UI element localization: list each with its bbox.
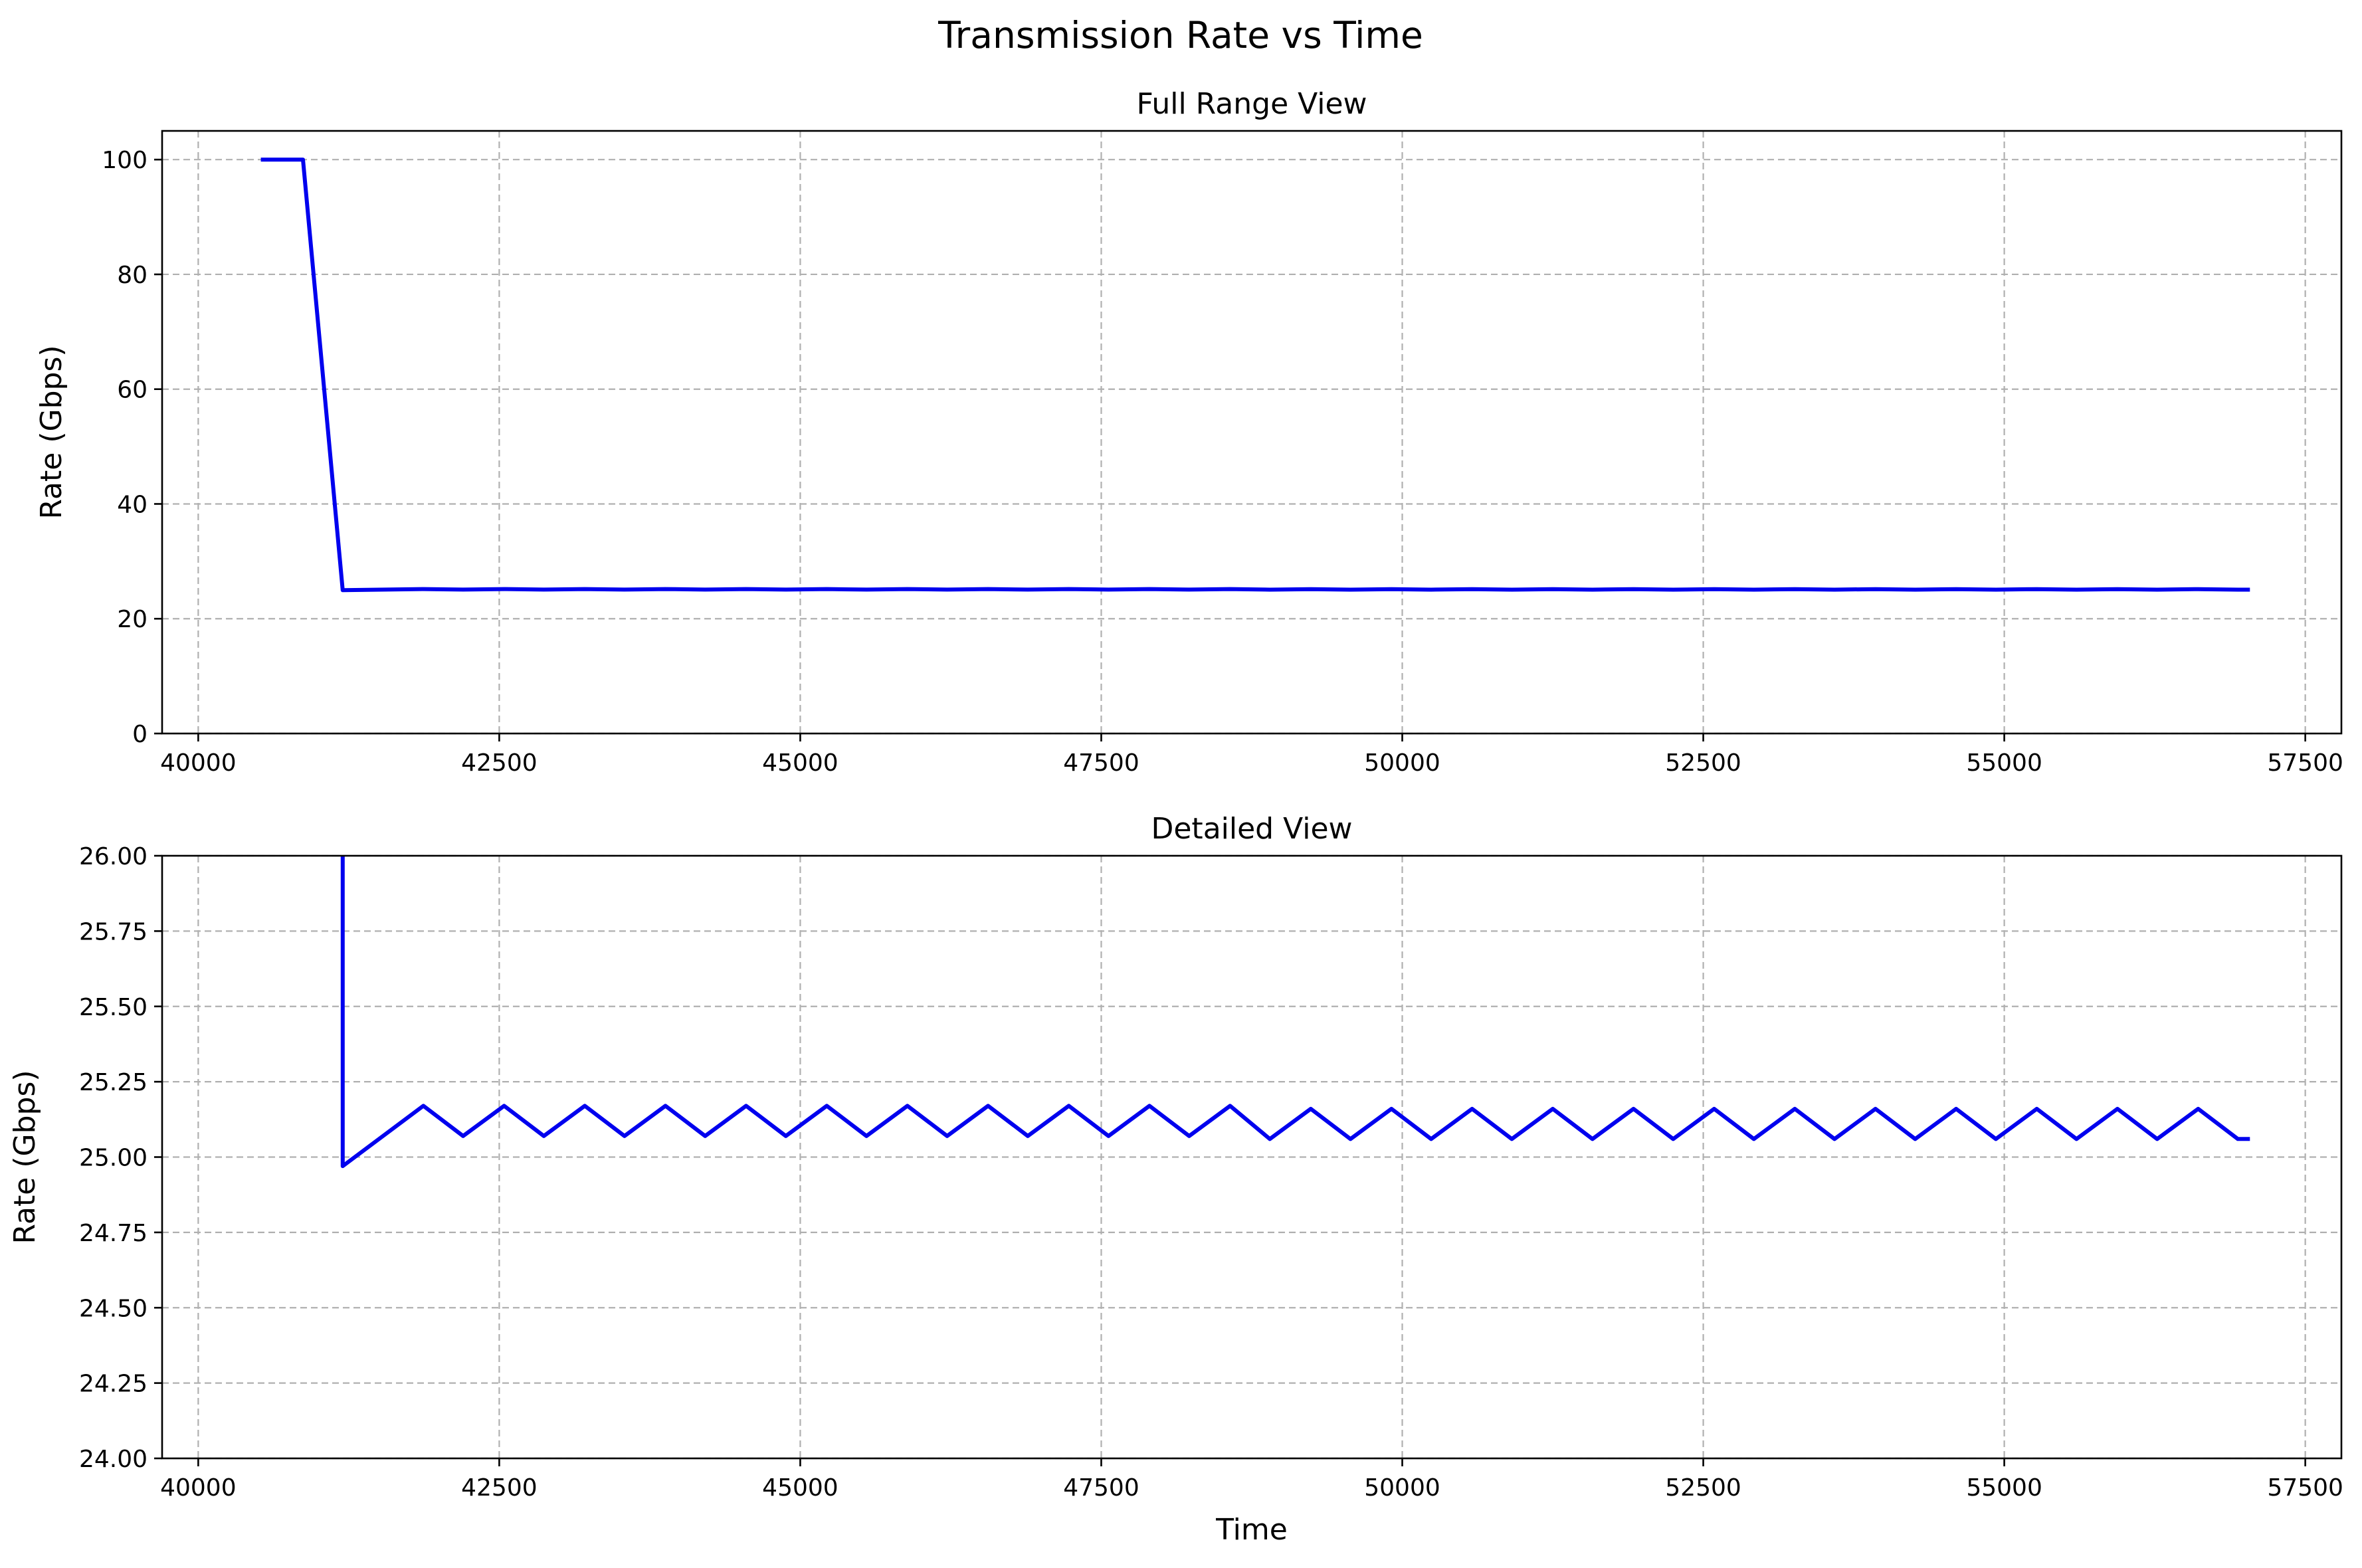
- detailed-x-tick-label: 45000: [762, 1474, 838, 1502]
- full-range-x-tick-label: 42500: [461, 749, 538, 777]
- detailed-y-tick-label: 25.50: [79, 994, 148, 1021]
- full-range-y-tick-label: 80: [117, 262, 148, 289]
- full-range-x-tick-label: 52500: [1665, 749, 1741, 777]
- full-range-x-tick-label: 55000: [1966, 749, 2042, 777]
- detailed-x-tick-label: 52500: [1665, 1474, 1741, 1502]
- full-range-series-line: [260, 157, 2250, 593]
- full-range-x-tick-label: 45000: [762, 749, 838, 777]
- detailed-y-tick-label: 25.25: [79, 1069, 148, 1096]
- full-range-x-tick-label: 47500: [1063, 749, 1139, 777]
- detailed-x-tick-label: 42500: [461, 1474, 538, 1502]
- figure-title: Transmission Rate vs Time: [937, 14, 1423, 56]
- full-range-x-tick-label: 40000: [160, 749, 237, 777]
- full-range-x-tick-label: 50000: [1364, 749, 1440, 777]
- detailed-y-tick-label: 24.50: [79, 1295, 148, 1322]
- detailed-y-axis-label: Rate (Gbps): [8, 1070, 42, 1244]
- detailed-x-tick-label: 50000: [1364, 1474, 1440, 1502]
- detailed-y-tick-label: 25.00: [79, 1145, 148, 1172]
- detailed-x-tick-label: 57500: [2267, 1474, 2343, 1502]
- detailed-x-axis-label: Time: [1215, 1513, 1288, 1547]
- detailed-y-tick-label: 24.00: [79, 1446, 148, 1473]
- detailed-x-tick-label: 47500: [1063, 1474, 1139, 1502]
- full-range-y-tick-label: 60: [117, 377, 148, 404]
- detailed-x-tick-label: 40000: [160, 1474, 237, 1502]
- detailed-x-tick-label: 55000: [1966, 1474, 2042, 1502]
- detailed-y-tick-label: 24.75: [79, 1220, 148, 1247]
- full-range-panel: 40000 42500 45000 47500 50000 52500 55000 57500…: [35, 87, 2343, 777]
- full-range-y-tick-label: 0: [132, 721, 148, 748]
- detailed-y-tick-label: 25.75: [79, 918, 148, 945]
- detailed-y-tick-label: 24.25: [79, 1371, 148, 1398]
- full-range-y-tick-label: 40: [117, 491, 148, 518]
- full-range-panel-title: Full Range View: [1136, 87, 1367, 121]
- full-range-y-axis-label: Rate (Gbps): [35, 345, 68, 519]
- detailed-y-tick-label: 26.00: [79, 843, 148, 870]
- detailed-panel-title: Detailed View: [1151, 812, 1352, 846]
- full-range-axes-frame: [161, 130, 2343, 735]
- full-range-y-tick-label: 20: [117, 606, 148, 633]
- full-range-y-tick-label: 100: [102, 147, 148, 174]
- detailed-view-panel: 40000 42500 45000 47500 50000 52500 55000 57500…: [8, 812, 2343, 1547]
- detailed-series-line: [340, 856, 2250, 1169]
- full-range-x-tick-label: 57500: [2267, 749, 2343, 777]
